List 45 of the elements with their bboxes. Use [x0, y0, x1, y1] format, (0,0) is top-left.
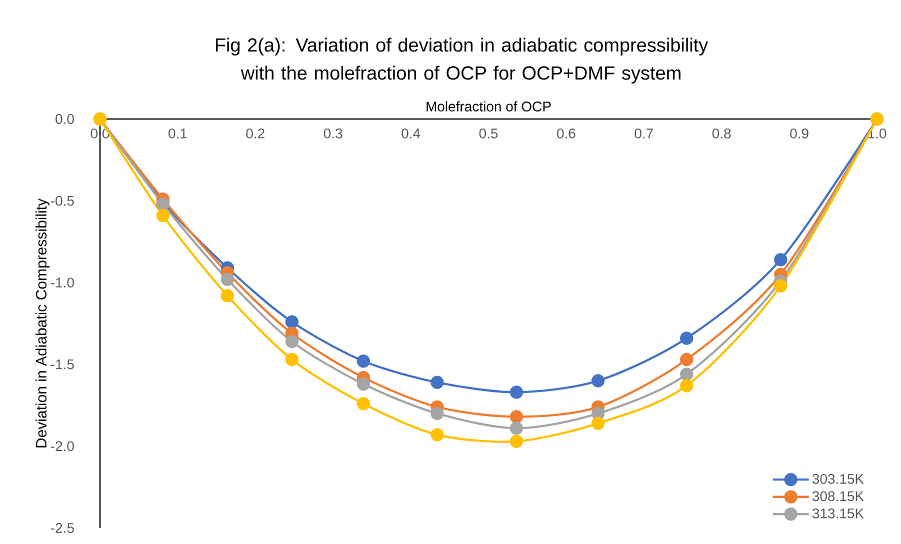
legend-label: 303.15K: [812, 474, 864, 484]
point: [356, 354, 370, 368]
point: [430, 376, 444, 389]
x-tick-label: 0.2: [246, 128, 264, 138]
point: [430, 406, 444, 420]
y-tick-label: -2.0: [50, 441, 74, 452]
x-tick-label: 0.9: [790, 128, 808, 138]
x-tick-label: 0.4: [402, 128, 420, 138]
point: [356, 397, 370, 410]
point: [156, 208, 170, 222]
point: [220, 272, 234, 286]
x-tick-label: 0.3: [324, 128, 342, 138]
point: [285, 352, 299, 366]
point: [510, 434, 524, 448]
point: [510, 422, 524, 435]
legend-label: 313.15K: [812, 508, 864, 518]
y-tick-label: -0.5: [50, 196, 74, 206]
point: [430, 428, 444, 442]
x-tick-label: 0.7: [634, 128, 653, 138]
y-tick-label: -1.5: [50, 360, 74, 370]
point: [356, 377, 370, 391]
x-axis-title: Molefraction of OCP: [426, 101, 551, 112]
legend-label: 308.15K: [812, 491, 864, 502]
point: [285, 315, 299, 328]
chart-title: Fig 2(a): Variation of deviation in adiabatic compressibility with the molefraction of OCP for OCP+DMF system: [216, 38, 708, 84]
y-axis-title: Deviation in Adiabatic Compressibility: [36, 198, 50, 448]
point: [220, 289, 234, 302]
point: [285, 334, 299, 348]
x-tick-label: 0.6: [557, 128, 576, 138]
point: [680, 352, 694, 366]
point: [591, 374, 605, 388]
x-tick-label: 0.1: [168, 128, 187, 138]
point: [591, 416, 605, 430]
point: [680, 379, 694, 392]
point: [774, 279, 788, 292]
point: [510, 410, 524, 424]
point: [510, 386, 524, 399]
y-tick-label: 0.0: [56, 114, 74, 124]
point: [680, 332, 694, 345]
point: [680, 368, 694, 381]
y-tick-label: -1.0: [50, 278, 74, 288]
x-tick-label: 0.8: [712, 128, 731, 138]
x-tick-label: 0.5: [479, 128, 498, 138]
y-tick-label: -2.5: [50, 523, 74, 533]
point: [774, 253, 788, 266]
